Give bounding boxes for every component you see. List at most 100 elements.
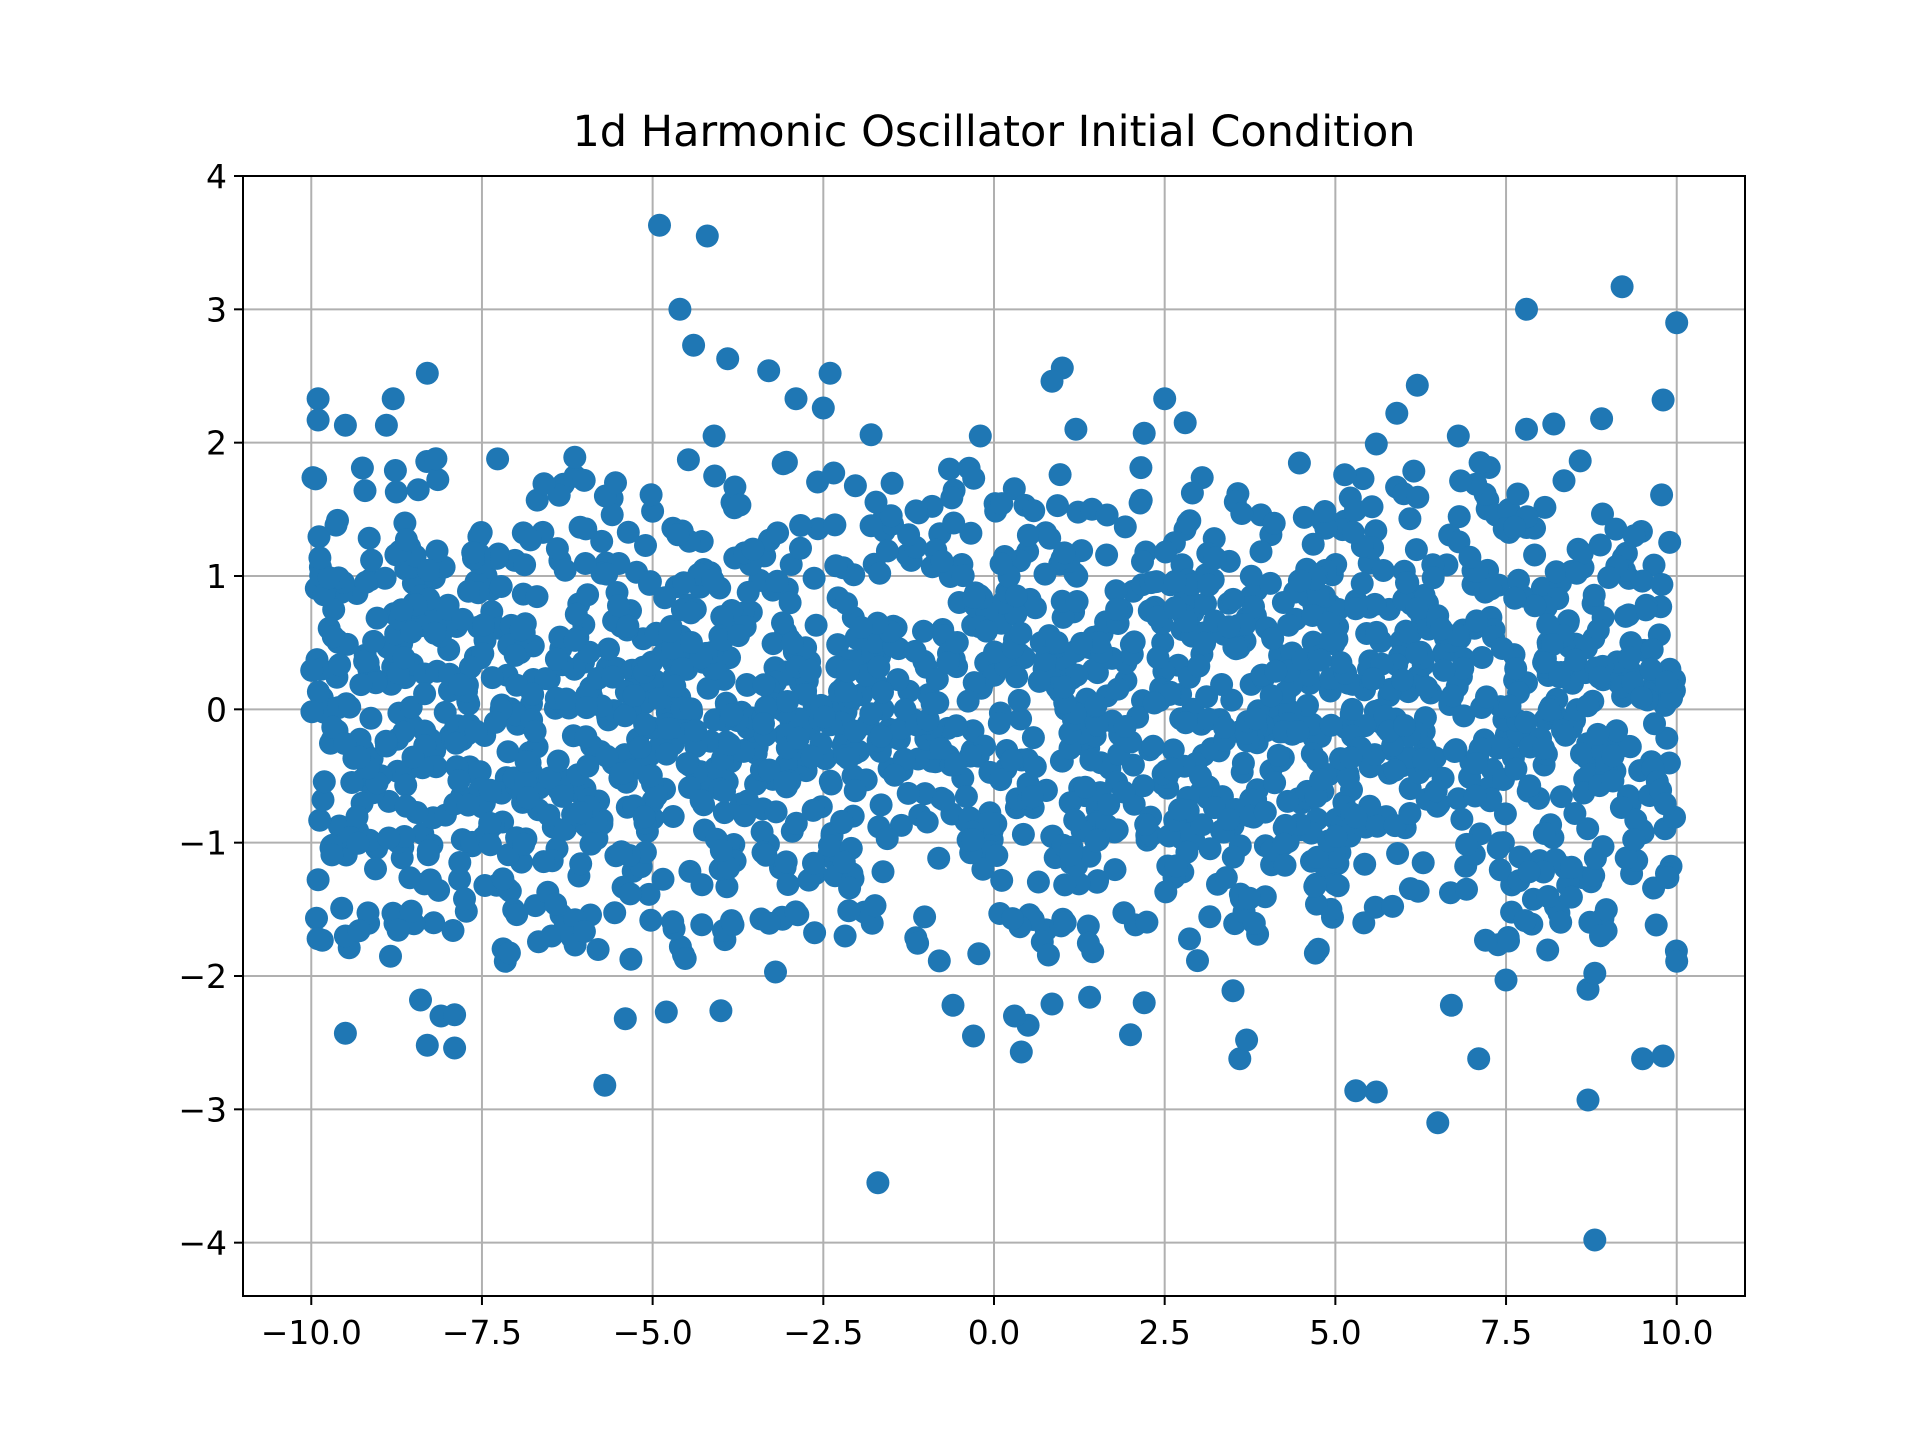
data-point bbox=[690, 913, 714, 937]
data-point bbox=[1046, 494, 1069, 518]
data-point bbox=[600, 503, 624, 527]
x-tick-label: −5.0 bbox=[613, 1313, 693, 1352]
data-point bbox=[757, 758, 781, 782]
data-point bbox=[1658, 530, 1682, 554]
data-point bbox=[394, 773, 418, 797]
data-point bbox=[350, 456, 374, 480]
data-point bbox=[1228, 1047, 1252, 1071]
data-point bbox=[447, 769, 471, 793]
data-point bbox=[1180, 481, 1204, 505]
data-point bbox=[1239, 564, 1263, 588]
data-point bbox=[800, 745, 824, 769]
data-point bbox=[1341, 521, 1365, 544]
data-point bbox=[834, 680, 858, 703]
data-point bbox=[1467, 1047, 1491, 1071]
data-point bbox=[527, 930, 550, 954]
data-point bbox=[1565, 561, 1589, 585]
data-point bbox=[723, 475, 747, 499]
data-point bbox=[1498, 694, 1522, 718]
data-point bbox=[1548, 665, 1571, 689]
data-point bbox=[1106, 677, 1130, 701]
data-point bbox=[1631, 1047, 1655, 1071]
data-point bbox=[307, 525, 331, 549]
data-point bbox=[401, 745, 425, 769]
data-point bbox=[641, 499, 665, 523]
data-point bbox=[837, 899, 861, 923]
data-point bbox=[1103, 858, 1127, 882]
data-point bbox=[1544, 560, 1568, 584]
data-point bbox=[464, 719, 488, 743]
data-point bbox=[473, 874, 497, 897]
data-point bbox=[392, 720, 416, 744]
data-point bbox=[503, 643, 527, 667]
data-point bbox=[1474, 928, 1497, 952]
data-point bbox=[682, 333, 706, 357]
data-point bbox=[1333, 463, 1357, 487]
data-point bbox=[444, 731, 468, 755]
data-point bbox=[728, 493, 752, 517]
data-point bbox=[752, 712, 775, 736]
data-point bbox=[1486, 836, 1510, 860]
data-point bbox=[632, 805, 656, 829]
data-point bbox=[822, 461, 846, 485]
data-point bbox=[879, 504, 903, 528]
data-point bbox=[696, 676, 720, 700]
data-point bbox=[661, 805, 685, 828]
data-point bbox=[1651, 388, 1675, 412]
data-point bbox=[1385, 401, 1409, 425]
data-point bbox=[793, 683, 817, 707]
data-point bbox=[1053, 873, 1077, 897]
data-point bbox=[1134, 813, 1158, 836]
data-point bbox=[544, 892, 568, 916]
data-point bbox=[774, 850, 798, 874]
data-point bbox=[754, 843, 778, 867]
data-point bbox=[573, 552, 597, 575]
data-point bbox=[1371, 559, 1395, 582]
data-point bbox=[1582, 583, 1606, 607]
data-point bbox=[616, 520, 640, 544]
data-point bbox=[1560, 855, 1583, 879]
data-point bbox=[875, 827, 899, 851]
data-point bbox=[716, 347, 740, 371]
data-point bbox=[932, 788, 956, 812]
data-point bbox=[803, 921, 827, 945]
data-point bbox=[1153, 387, 1177, 411]
data-point bbox=[613, 704, 637, 728]
data-point bbox=[1288, 569, 1312, 593]
data-point bbox=[564, 602, 588, 626]
data-point bbox=[609, 840, 633, 864]
data-point bbox=[1364, 1080, 1388, 1104]
data-point bbox=[1588, 665, 1612, 689]
data-point bbox=[590, 529, 614, 553]
data-point bbox=[1395, 571, 1418, 595]
data-point bbox=[962, 671, 986, 695]
data-point bbox=[441, 919, 465, 942]
data-point bbox=[457, 579, 480, 603]
data-point bbox=[1212, 715, 1236, 739]
data-point bbox=[373, 566, 397, 590]
data-point bbox=[868, 561, 892, 585]
data-point bbox=[1424, 779, 1448, 803]
data-point bbox=[1273, 813, 1297, 837]
data-point bbox=[569, 852, 593, 876]
data-point bbox=[453, 887, 476, 911]
data-point bbox=[379, 944, 402, 968]
x-tick-label: −7.5 bbox=[442, 1313, 522, 1352]
data-point bbox=[1541, 633, 1564, 657]
data-point bbox=[676, 448, 700, 472]
data-point bbox=[359, 706, 383, 730]
data-point bbox=[1146, 605, 1170, 629]
data-point bbox=[1176, 511, 1200, 535]
data-point bbox=[415, 361, 439, 385]
data-point bbox=[843, 779, 867, 803]
data-point bbox=[1303, 874, 1327, 898]
x-tick-label: 0.0 bbox=[968, 1313, 1020, 1352]
data-point bbox=[1470, 646, 1494, 669]
data-point bbox=[525, 585, 549, 609]
data-point bbox=[1187, 654, 1211, 678]
data-point bbox=[406, 478, 430, 502]
data-point bbox=[735, 673, 759, 696]
data-point bbox=[326, 508, 349, 532]
data-point bbox=[780, 631, 804, 655]
